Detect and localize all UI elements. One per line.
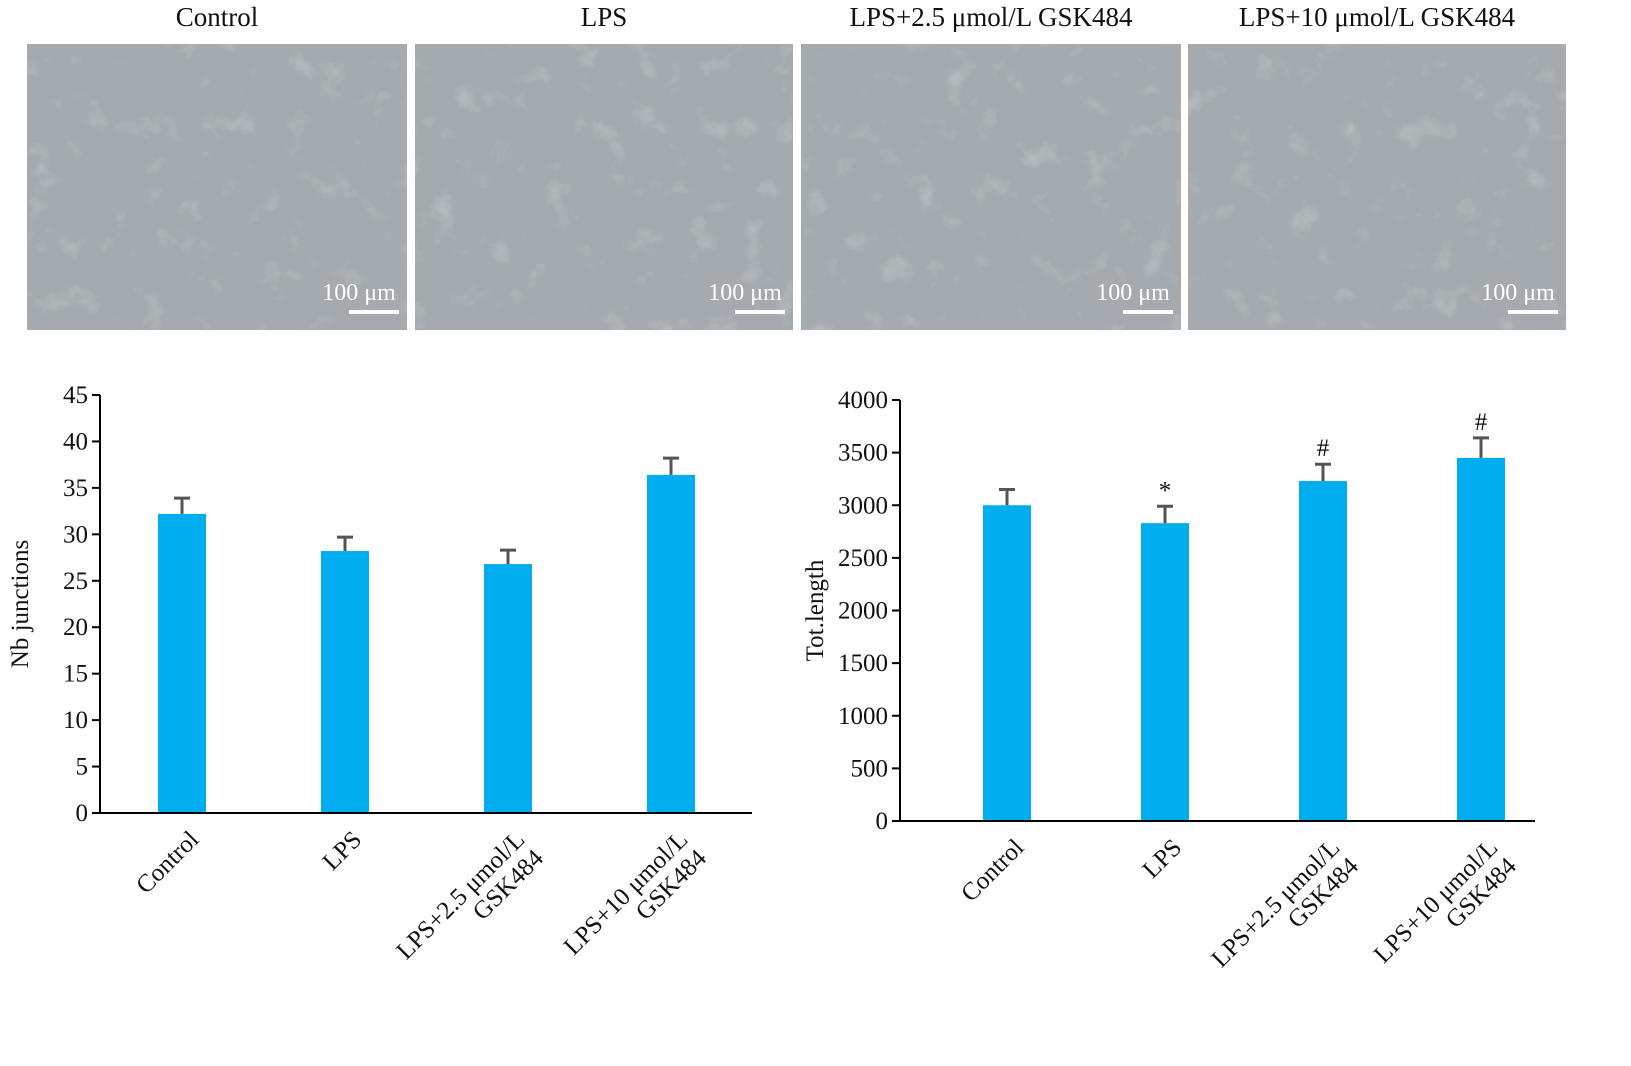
micrograph xyxy=(415,44,793,330)
x-tick-label: LPS+2.5 μmol/LGSK484 xyxy=(392,826,550,984)
bar xyxy=(647,474,695,813)
bar xyxy=(484,564,532,813)
x-label-group: Control xyxy=(131,826,204,899)
x-label-group: LPS+2.5 μmol/LGSK484 xyxy=(1207,834,1365,992)
y-tick-label: 1500 xyxy=(838,650,888,677)
y-tick-label: 15 xyxy=(63,661,88,688)
error-bar xyxy=(663,456,679,475)
y-axis-label: Nb junctions xyxy=(7,540,34,668)
bar xyxy=(1141,523,1189,821)
y-axis-label: Tot.length xyxy=(802,559,829,661)
significance: * xyxy=(1159,477,1172,504)
error-bar xyxy=(1473,436,1489,458)
bar xyxy=(321,551,369,813)
panel-title: LPS+2.5 μmol/L GSK484 xyxy=(850,2,1133,32)
x-tick-label: LPS+2.5 μmol/LGSK484 xyxy=(1207,834,1365,992)
scale-label: 100 μm xyxy=(322,280,396,306)
y-tick-label: 500 xyxy=(851,755,889,782)
panel-title: Control xyxy=(176,2,259,32)
error-bar xyxy=(1157,504,1173,524)
y-tick-label: 35 xyxy=(63,475,88,502)
x-tick-label: LPS xyxy=(318,826,368,876)
micrograph xyxy=(1188,44,1566,330)
y-tick-label: 40 xyxy=(63,428,88,455)
micrograph xyxy=(27,44,407,330)
bar xyxy=(158,513,206,813)
panel-title: LPS xyxy=(581,2,628,32)
significance: # xyxy=(1475,409,1488,436)
x-tick-label: LPS+10 μmol/LGSK484 xyxy=(1369,834,1522,987)
x-label-group: LPS+2.5 μmol/LGSK484 xyxy=(392,826,550,984)
micrograph xyxy=(801,44,1181,330)
x-tick-label: LPS xyxy=(1138,834,1188,884)
bar xyxy=(983,505,1031,821)
x-label-group: LPS xyxy=(1138,834,1188,884)
charts: 0 5 10 15 20 25 30 35 40 45 Nb junctions Control LPS… xyxy=(7,382,1535,992)
y-tick-label: 3500 xyxy=(838,440,888,467)
y-tick-label: 10 xyxy=(63,707,88,734)
error-bar xyxy=(337,535,353,552)
x-label-group: LPS+10 μmol/LGSK484 xyxy=(559,826,712,979)
image-panels: Control 100 μm LPS 100 μm LPS+2.5 μmol/L GSK… xyxy=(27,2,1566,330)
scale-label: 100 μm xyxy=(1096,280,1170,306)
x-tick-label: Control xyxy=(956,834,1029,907)
x-label-group: LPS xyxy=(318,826,368,876)
y-tick-label: 2500 xyxy=(838,545,888,572)
axes xyxy=(99,395,752,814)
y-tick-label: 3000 xyxy=(838,492,888,519)
scale-label: 100 μm xyxy=(1481,280,1555,306)
scale-label: 100 μm xyxy=(708,280,782,306)
y-tick-label: 25 xyxy=(63,568,88,595)
y-tick-label: 1000 xyxy=(838,703,888,730)
panel-title: LPS+10 μmol/L GSK484 xyxy=(1239,2,1516,32)
y-tick-label: 0 xyxy=(76,800,89,827)
significance: # xyxy=(1317,435,1330,462)
error-bar xyxy=(1315,462,1331,482)
x-label-group: LPS+10 μmol/LGSK484 xyxy=(1369,834,1522,987)
y-tick-label: 45 xyxy=(63,382,88,409)
error-bar xyxy=(174,496,190,514)
y-tick-label: 5 xyxy=(76,754,89,781)
y-tick-label: 0 xyxy=(876,808,889,835)
x-tick-label: Control xyxy=(131,826,204,899)
y-tick-label: 4000 xyxy=(838,387,888,414)
y-tick-label: 2000 xyxy=(838,598,888,625)
bar xyxy=(1457,457,1505,821)
bar xyxy=(1299,481,1347,821)
axes xyxy=(899,400,1535,822)
error-bar xyxy=(500,548,516,565)
x-label-group: Control xyxy=(956,834,1029,907)
error-bar xyxy=(999,487,1015,506)
x-tick-label: LPS+10 μmol/LGSK484 xyxy=(559,826,712,979)
y-tick-label: 20 xyxy=(63,614,88,641)
y-tick-label: 30 xyxy=(63,521,88,548)
